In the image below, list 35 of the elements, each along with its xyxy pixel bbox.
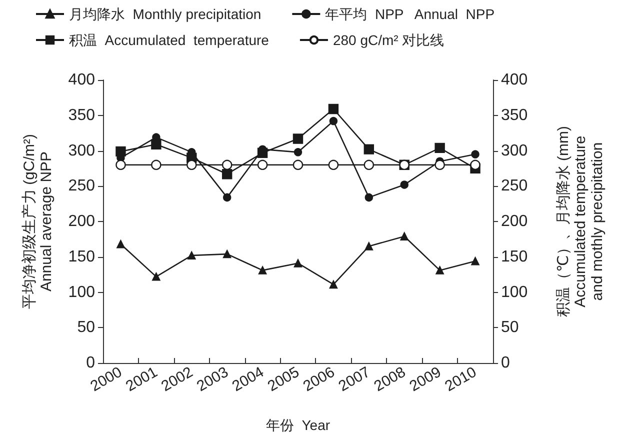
y-tick-label: 250 <box>68 178 96 195</box>
y2-axis-title: 积温（℃）、月均降水 (mm) Accumulated temperature and mothly precipitation <box>555 126 606 317</box>
x-tick-label: 2002 <box>158 364 196 396</box>
x-tick-label: 2009 <box>406 364 444 396</box>
y2-tick-label: 50 <box>501 319 519 336</box>
y2-tick-label: 250 <box>501 178 528 195</box>
y-tick-label: 150 <box>68 248 96 266</box>
y2-tick-label: 150 <box>501 248 528 266</box>
y2-tick-label: 200 <box>501 213 528 230</box>
y-tick-label: 200 <box>68 213 96 230</box>
y-tick-label: 50 <box>77 319 96 336</box>
x-tick-label: 2005 <box>264 364 302 396</box>
y2-tick-label: 350 <box>501 106 528 124</box>
y2-tick-label: 100 <box>501 284 528 301</box>
x-tick-label: 2006 <box>300 364 338 396</box>
y-tick-label: 0 <box>86 354 96 372</box>
legend-label: 积温 Accumulated temperature <box>69 32 270 48</box>
legend-label: 月均降水 Monthly precipitation <box>69 6 262 22</box>
y-tick-label: 400 <box>68 72 96 88</box>
x-tick-label: 2004 <box>229 364 267 396</box>
x-axis-title: 年份 Year <box>266 417 330 433</box>
y-tick-label: 350 <box>68 106 96 124</box>
y2-tick-label: 300 <box>501 142 528 160</box>
x-tick-label: 2010 <box>442 364 480 396</box>
y-tick-label: 100 <box>68 284 96 301</box>
y2-tick-label: 0 <box>501 354 510 372</box>
x-tick-label: 2007 <box>336 364 374 396</box>
x-tick-label: 2003 <box>194 364 232 396</box>
y-axis-title: 平均净初级生产力 (gC/m²) Annual average NPP <box>21 134 55 309</box>
x-tick-label: 2008 <box>371 364 409 396</box>
legend-label: 年平均 NPP Annual NPP <box>325 6 495 22</box>
y-tick-label: 300 <box>68 142 96 160</box>
y2-tick-label: 400 <box>501 72 528 88</box>
legend-label: 280 gC/m² 对比线 <box>332 32 444 48</box>
x-tick-label: 2001 <box>123 364 160 396</box>
